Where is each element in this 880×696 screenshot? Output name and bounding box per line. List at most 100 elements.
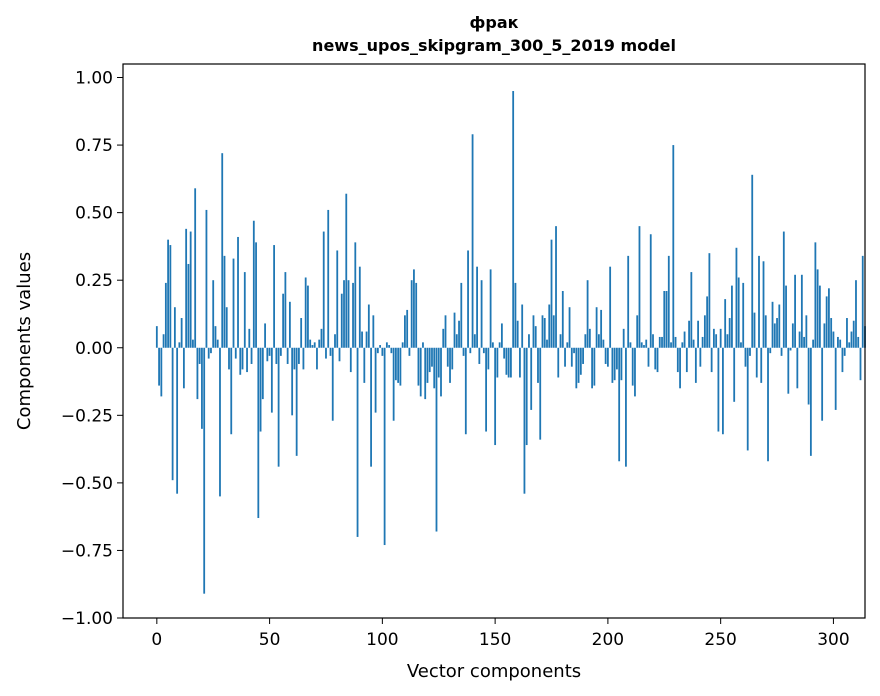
bar: [643, 345, 645, 348]
bar: [192, 339, 194, 348]
bar: [537, 347, 539, 383]
bar: [194, 188, 197, 348]
bar: [776, 318, 778, 348]
bar: [597, 334, 600, 348]
bar: [760, 347, 763, 383]
bar: [629, 342, 632, 348]
bar: [268, 347, 271, 356]
bar: [568, 307, 571, 348]
bar: [566, 342, 569, 348]
bar: [539, 347, 542, 440]
bar: [318, 339, 321, 348]
bar: [672, 145, 675, 348]
bar: [746, 347, 749, 451]
bar: [338, 347, 341, 362]
bar: [176, 347, 179, 494]
bar: [825, 296, 828, 348]
bar: [385, 342, 388, 348]
chart-title: фрак: [470, 13, 519, 32]
bar: [431, 347, 433, 367]
bar: [505, 347, 508, 375]
y-tick-label: −0.25: [61, 406, 113, 426]
bar: [575, 347, 578, 389]
bar: [525, 347, 528, 446]
bar: [392, 347, 395, 421]
bar: [248, 328, 251, 348]
bar: [234, 347, 237, 359]
bar: [839, 339, 842, 348]
bar: [785, 285, 787, 348]
bar: [694, 347, 697, 383]
bar: [376, 347, 379, 354]
bar: [462, 347, 465, 356]
bar: [703, 315, 706, 348]
bar: [663, 291, 666, 348]
bar: [288, 301, 291, 348]
bar: [286, 347, 289, 364]
bar: [654, 347, 657, 370]
bar: [645, 339, 648, 348]
bar: [731, 285, 733, 348]
bar: [744, 347, 747, 367]
bar: [530, 347, 533, 410]
bar: [270, 347, 273, 413]
bar: [618, 347, 621, 462]
bar: [282, 293, 285, 348]
bar: [322, 231, 325, 348]
bar: [237, 236, 239, 348]
bar: [433, 347, 436, 389]
bar: [595, 307, 598, 348]
bar: [552, 315, 555, 348]
bar: [196, 347, 199, 400]
bar: [837, 336, 839, 348]
bar: [661, 336, 663, 348]
x-tick-label: 100: [366, 630, 398, 650]
bar: [410, 280, 413, 348]
bar: [464, 347, 467, 435]
y-axis-label: Components values: [14, 252, 35, 430]
bar: [446, 347, 449, 367]
bar: [239, 347, 242, 375]
bar: [690, 272, 693, 348]
bar: [622, 328, 625, 348]
bar: [444, 315, 447, 348]
bar: [383, 347, 386, 546]
x-tick-label: 300: [817, 630, 849, 650]
bar: [277, 347, 280, 467]
bar: [390, 347, 393, 354]
bar: [435, 347, 438, 532]
bar: [516, 320, 519, 348]
bar: [767, 347, 769, 462]
bar: [394, 347, 397, 381]
bar: [828, 288, 830, 348]
bar: [243, 272, 246, 348]
bar: [302, 347, 305, 370]
bar: [347, 280, 350, 348]
bar: [561, 291, 564, 348]
bar: [379, 345, 381, 348]
bar: [203, 347, 206, 594]
bar: [676, 347, 679, 373]
bar: [487, 347, 490, 370]
y-tick-label: 0.50: [75, 204, 113, 224]
x-tick-label: 200: [592, 630, 624, 650]
bar: [769, 347, 772, 354]
bar: [255, 242, 257, 348]
bar: [722, 347, 724, 435]
bar: [737, 277, 740, 348]
bar: [180, 318, 183, 348]
bar: [830, 318, 833, 348]
bar: [771, 301, 774, 348]
bar: [706, 296, 709, 348]
bar: [426, 347, 429, 383]
bar: [340, 293, 343, 348]
bar: [482, 347, 485, 354]
bar: [611, 347, 614, 383]
bar: [216, 339, 219, 348]
bar: [349, 347, 352, 373]
bar: [652, 334, 654, 348]
y-tick-label: −0.75: [61, 541, 113, 561]
bar: [751, 174, 754, 348]
bar: [241, 347, 244, 370]
